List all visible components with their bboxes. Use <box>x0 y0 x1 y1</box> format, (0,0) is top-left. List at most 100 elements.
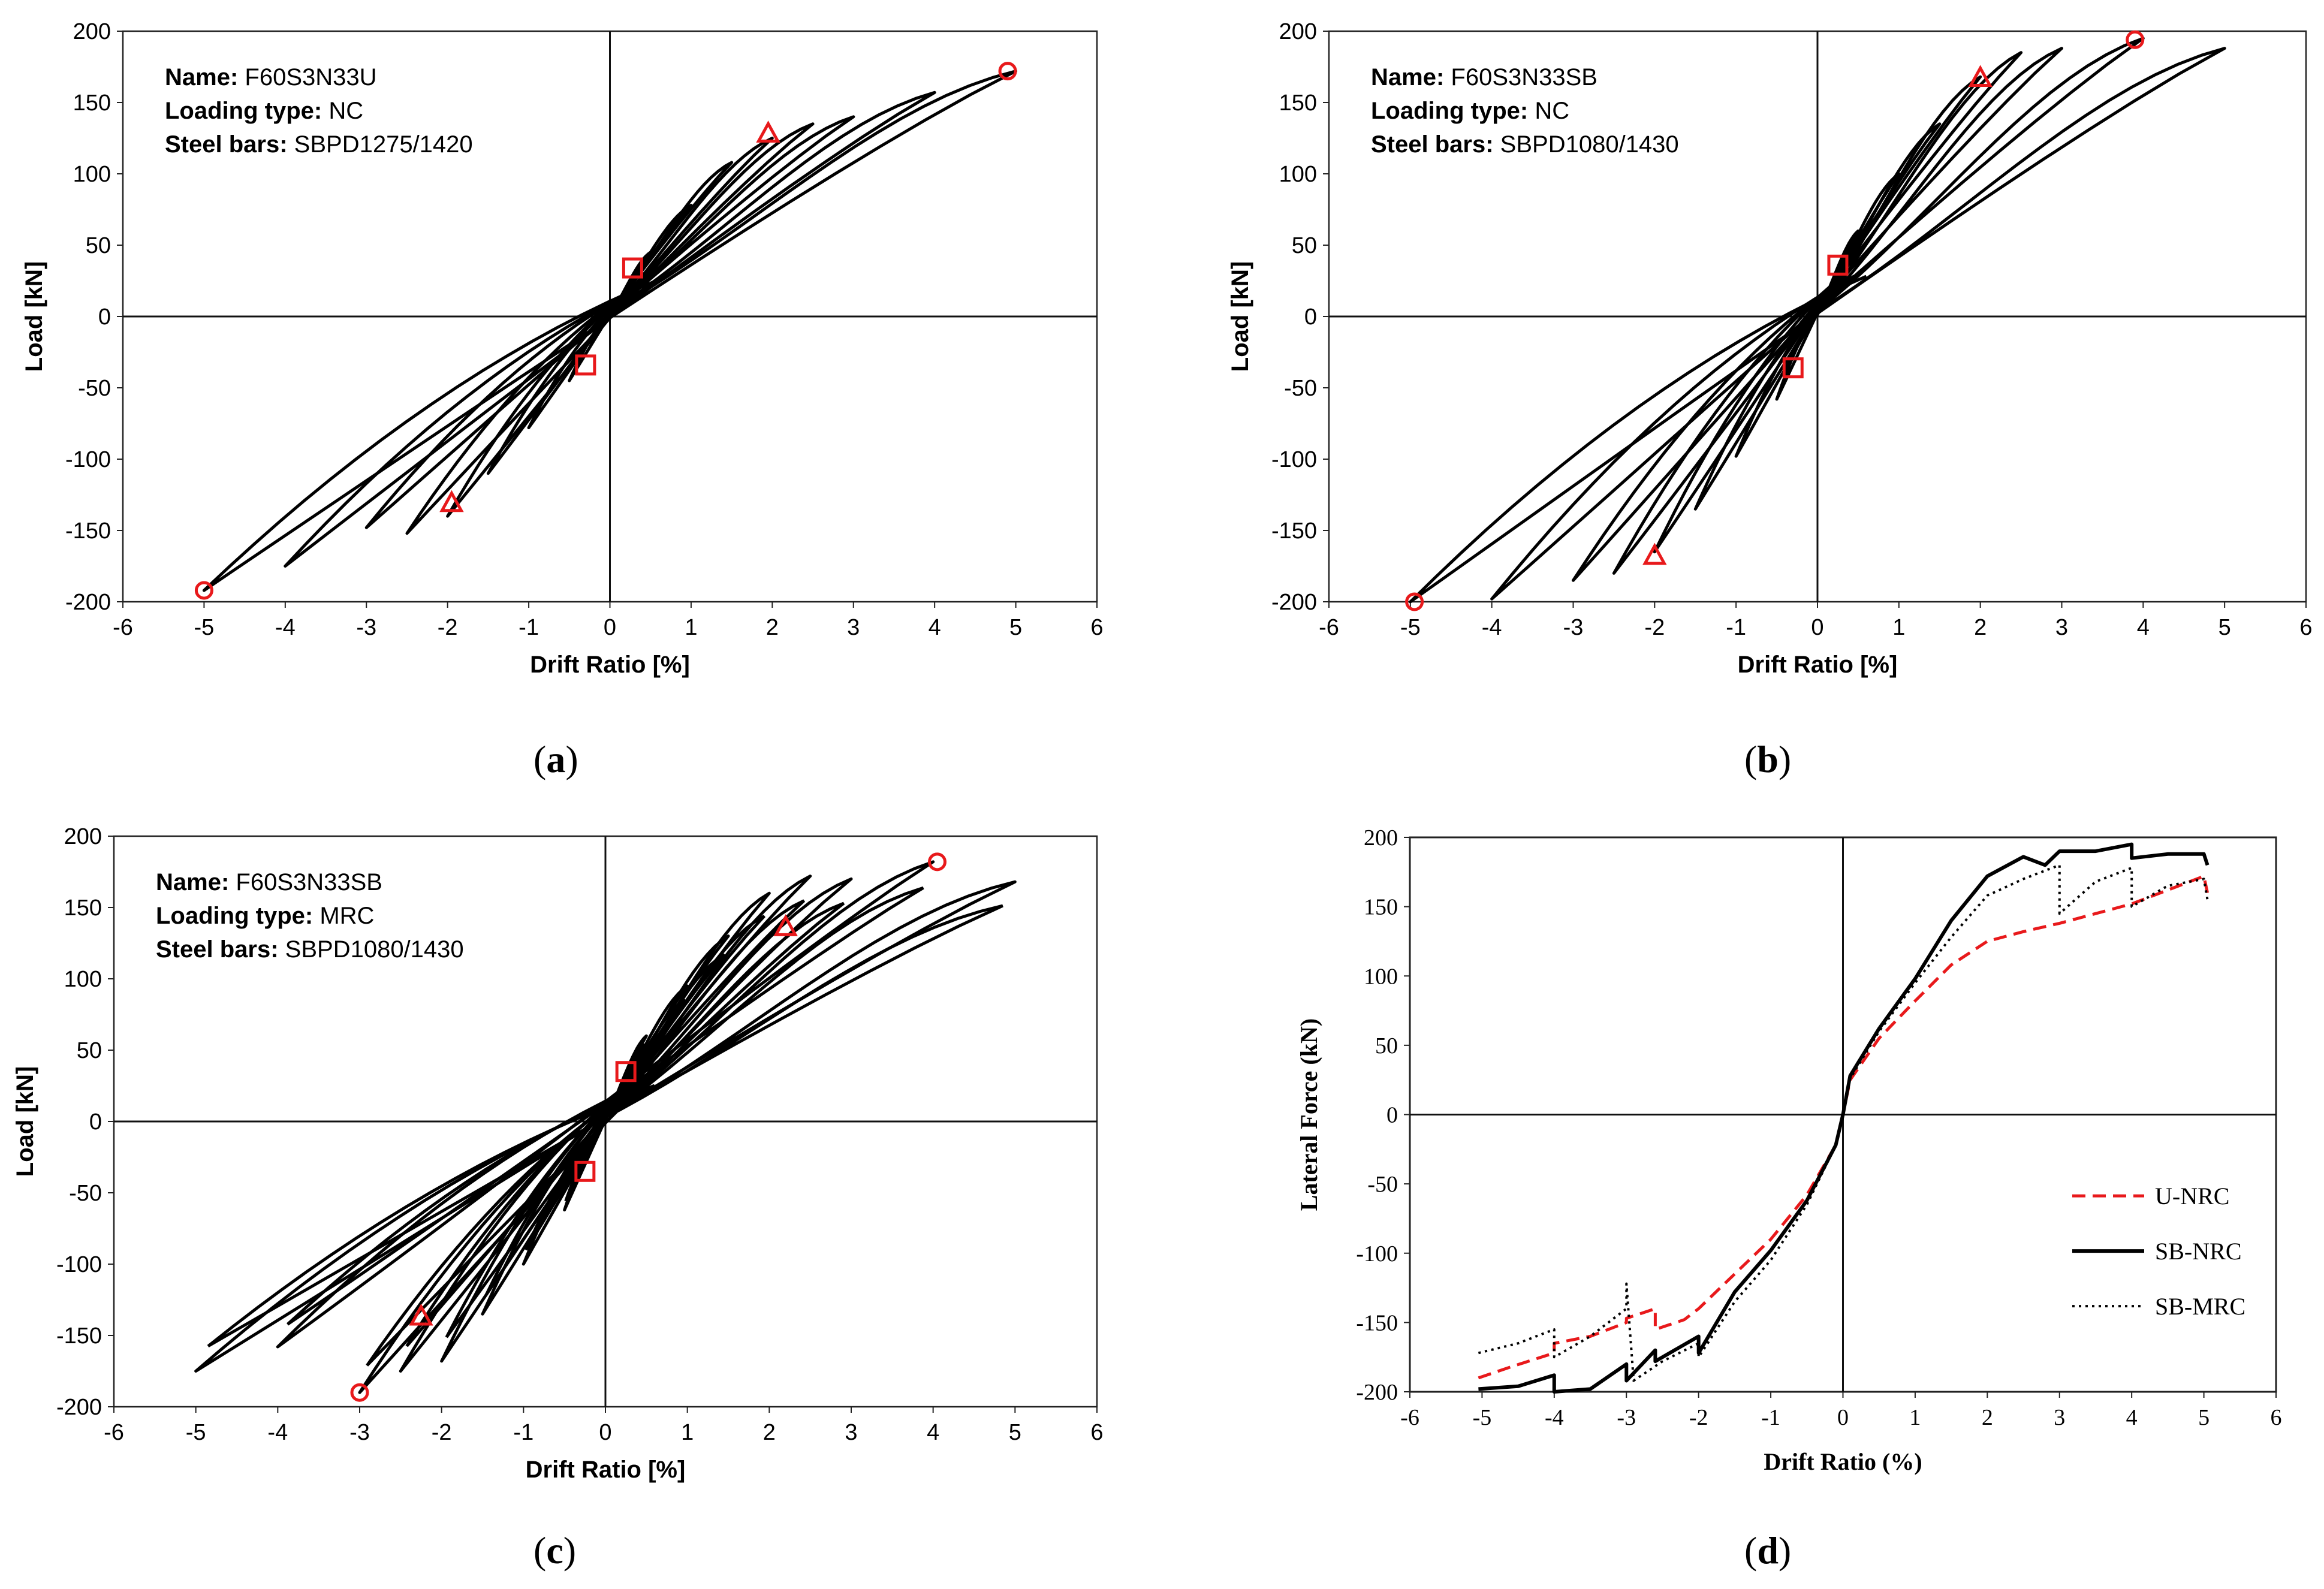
info-key: Name: <box>1371 64 1451 91</box>
y-axis-label: Load [kN] <box>21 261 47 372</box>
y-tick-label: -100 <box>56 1252 102 1277</box>
hysteresis-series <box>194 860 1017 1394</box>
x-tick-label: 0 <box>599 1420 611 1445</box>
x-tick-label: 1 <box>685 615 697 640</box>
cycle-loop-5 <box>1572 47 2063 582</box>
x-tick-label: -5 <box>186 1420 206 1445</box>
info-key: Name: <box>165 64 245 91</box>
x-tick-label: 5 <box>2198 1405 2210 1430</box>
hysteresis-series <box>202 70 1018 592</box>
triangle-marker-2 <box>773 914 798 936</box>
square-marker-5 <box>575 354 596 376</box>
square-marker-5 <box>574 1160 596 1182</box>
y-tick-label: 50 <box>86 233 111 258</box>
triangle-marker-3 <box>1642 542 1667 565</box>
circle-marker-0 <box>998 62 1017 81</box>
x-tick-label: 6 <box>2271 1405 2282 1430</box>
x-axis-label: Drift Ratio (%) <box>1764 1448 1922 1475</box>
x-tick-label: -2 <box>1644 615 1665 640</box>
y-tick-label: -100 <box>1356 1241 1398 1267</box>
info-value: MRC <box>319 903 374 929</box>
info-line-2: Steel bars: SBPD1080/1430 <box>156 936 464 963</box>
x-tick-label: -4 <box>275 615 296 640</box>
caption-a: (a) <box>533 738 578 780</box>
x-tick-label: -5 <box>194 615 215 640</box>
x-tick-label: -2 <box>438 615 458 640</box>
y-tick-label: -150 <box>65 518 111 544</box>
square-marker-4 <box>615 1061 637 1083</box>
y-tick-label: 100 <box>1279 162 1317 187</box>
cycle-loop-repeat-7 <box>207 904 1003 1347</box>
x-tick-label: -6 <box>104 1420 124 1445</box>
series-line-sb-mrc <box>1478 864 2209 1382</box>
y-tick-label: -150 <box>1271 518 1317 544</box>
x-axis-label: Drift Ratio [%] <box>1738 652 1898 678</box>
info-value: NC <box>328 98 363 124</box>
x-tick-label: 0 <box>1811 615 1823 640</box>
y-tick-label: 200 <box>73 19 111 44</box>
y-tick-label: 150 <box>1279 91 1317 116</box>
y-tick-label: 0 <box>89 1109 102 1135</box>
circle-marker-0 <box>2126 30 2145 49</box>
x-tick-label: 3 <box>845 1420 857 1445</box>
y-tick-label: 0 <box>1386 1103 1398 1128</box>
info-value: NC <box>1535 98 1569 124</box>
info-line-1: Loading type: NC <box>165 98 363 124</box>
x-tick-label: 4 <box>2137 615 2150 640</box>
circle-marker-1 <box>1405 592 1424 611</box>
y-tick-label: -150 <box>56 1323 102 1349</box>
info-line-2: Steel bars: SBPD1275/1420 <box>165 131 473 158</box>
x-tick-label: 0 <box>604 615 616 640</box>
x-tick-label: 5 <box>1009 615 1022 640</box>
x-tick-label: 1 <box>1892 615 1905 640</box>
y-tick-label: -50 <box>69 1181 102 1206</box>
cycle-loop-7 <box>202 70 1018 592</box>
y-tick-label: -200 <box>1356 1380 1398 1405</box>
hysteresis-series <box>1409 37 2226 604</box>
x-tick-label: 3 <box>2055 615 2068 640</box>
x-tick-label: -1 <box>1726 615 1746 640</box>
x-tick-label: -2 <box>432 1420 452 1445</box>
legend-label: SB-NRC <box>2155 1238 2242 1265</box>
x-tick-label: 4 <box>929 615 941 640</box>
x-tick-label: -5 <box>1400 615 1421 640</box>
y-axis-label: Load [kN] <box>1227 261 1253 372</box>
info-key: Loading type: <box>1371 98 1535 124</box>
cycle-loop-6 <box>1490 37 2145 601</box>
square-marker-4 <box>1827 254 1849 276</box>
x-tick-label: 1 <box>1909 1405 1921 1430</box>
x-tick-label: -1 <box>1761 1405 1780 1430</box>
y-tick-label: 200 <box>1364 825 1398 851</box>
x-tick-label: -2 <box>1689 1405 1708 1430</box>
square-marker-4 <box>622 257 643 279</box>
x-tick-label: -4 <box>1482 615 1502 640</box>
x-tick-label: -3 <box>349 1420 370 1445</box>
y-tick-label: 200 <box>1279 19 1317 44</box>
info-line-0: Name: F60S3N33U <box>165 64 377 91</box>
y-tick-label: 100 <box>73 162 111 187</box>
x-tick-label: -6 <box>113 615 133 640</box>
info-key: Steel bars: <box>165 131 294 158</box>
x-tick-label: -1 <box>519 615 539 640</box>
x-tick-label: -6 <box>1400 1405 1419 1430</box>
caption-d: (d) <box>1744 1529 1792 1572</box>
legend-label: SB-MRC <box>2155 1293 2245 1320</box>
info-key: Steel bars: <box>1371 131 1500 158</box>
y-tick-label: -200 <box>56 1395 102 1420</box>
x-tick-label: 4 <box>927 1420 939 1445</box>
x-tick-label: -6 <box>1319 615 1339 640</box>
triangle-marker-3 <box>409 1303 433 1326</box>
x-axis-label: Drift Ratio [%] <box>530 652 690 678</box>
cycle-loop-repeat-5 <box>366 901 845 1367</box>
info-value: F60S3N33SB <box>236 869 382 895</box>
y-tick-label: 100 <box>64 967 102 992</box>
y-axis-label: Load [kN] <box>12 1066 38 1177</box>
y-tick-label: -200 <box>65 590 111 615</box>
x-tick-label: 6 <box>1090 1420 1103 1445</box>
y-tick-label: 150 <box>1364 895 1398 920</box>
x-tick-label: -1 <box>513 1420 533 1445</box>
y-axis-label: Lateral Force (kN) <box>1295 1018 1322 1211</box>
y-tick-label: 150 <box>73 91 111 116</box>
